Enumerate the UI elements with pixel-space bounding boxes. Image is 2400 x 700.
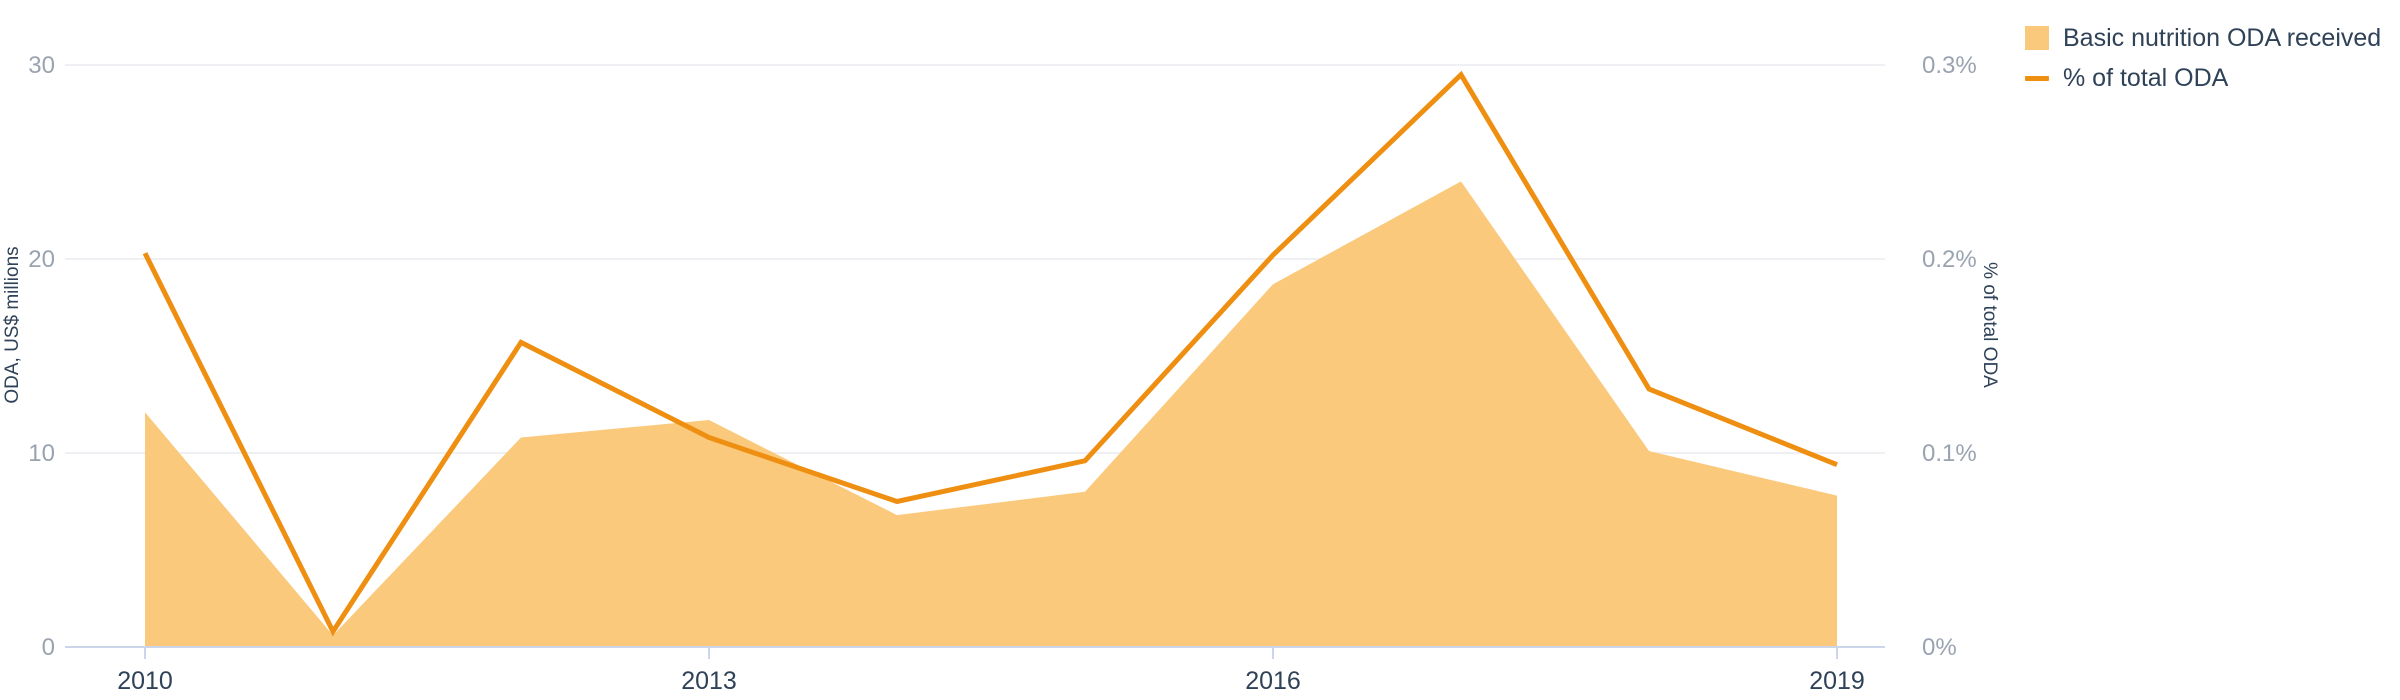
- x-axis-ticks: 2010 2013 2016 2019: [117, 647, 1865, 695]
- legend-item-area[interactable]: Basic nutrition ODA received: [2025, 18, 2381, 58]
- x-tick-label: 2019: [1809, 667, 1865, 695]
- legend: Basic nutrition ODA received % of total …: [2025, 18, 2381, 98]
- left-tick-label: 10: [28, 440, 55, 467]
- legend-label-area: Basic nutrition ODA received: [2063, 23, 2382, 52]
- right-axis-title: % of total ODA: [1979, 262, 2000, 388]
- legend-label-line: % of total ODA: [2063, 63, 2229, 92]
- left-axis-title: ODA, US$ millions: [2, 246, 23, 403]
- left-tick-label: 30: [28, 52, 55, 79]
- legend-item-line[interactable]: % of total ODA: [2025, 58, 2381, 98]
- right-tick-label: 0.1%: [1922, 440, 1977, 467]
- area-series: [145, 181, 1837, 647]
- x-tick-label: 2010: [117, 667, 173, 695]
- line-percent-total-oda: [142, 70, 1838, 637]
- legend-area-swatch: [2025, 26, 2049, 50]
- legend-line-swatch: [2025, 75, 2049, 81]
- x-tick-label: 2013: [681, 667, 737, 695]
- left-tick-label: 20: [28, 246, 55, 273]
- x-tick-label: 2016: [1245, 667, 1301, 695]
- right-axis-ticks: 0% 0.1% 0.2% 0.3%: [1922, 52, 1977, 661]
- right-tick-label: 0%: [1922, 634, 1957, 661]
- line-series: [142, 70, 1838, 637]
- right-tick-label: 0.3%: [1922, 52, 1977, 79]
- left-axis-ticks: 0 10 20 30: [28, 52, 55, 661]
- area-basic-nutrition-oda: [145, 181, 1837, 647]
- right-tick-label: 0.2%: [1922, 246, 1977, 273]
- left-tick-label: 0: [42, 634, 55, 661]
- grid-lines: [65, 64, 1885, 454]
